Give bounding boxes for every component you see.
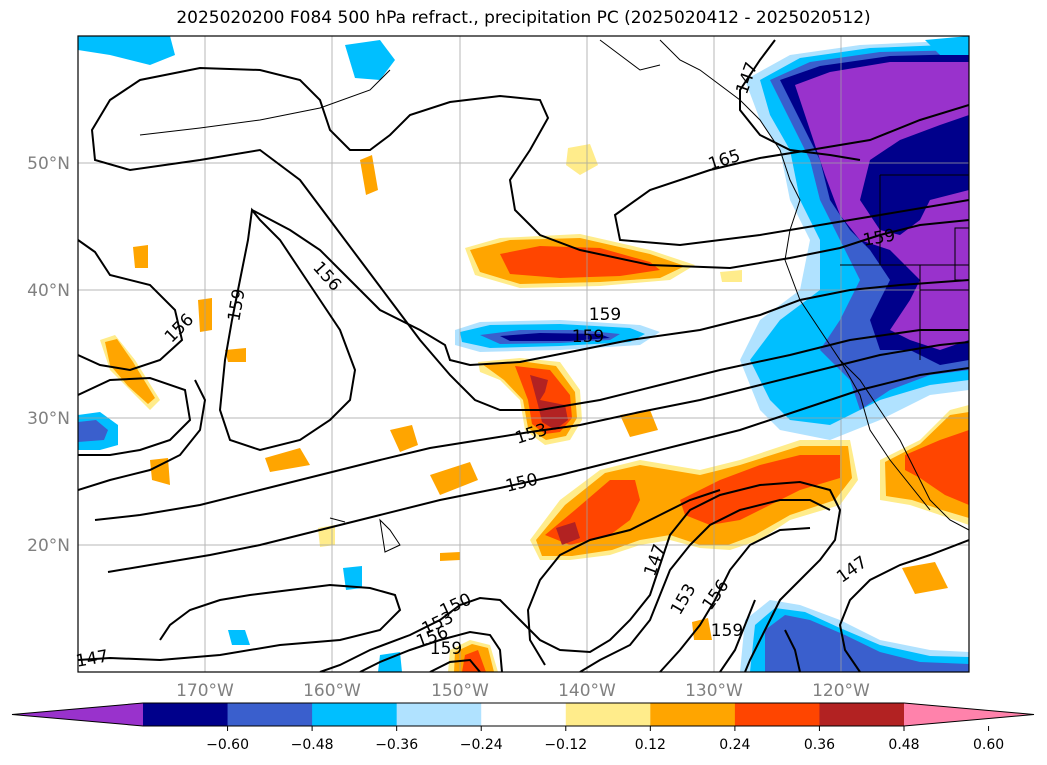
contour-label: 159 [430, 639, 462, 659]
colorbar-swatch [650, 703, 736, 726]
lon-label-140w: 140°W [558, 681, 616, 701]
colorbar-swatch [565, 703, 651, 726]
lon-label-160w: 160°W [303, 681, 361, 701]
colorbar-swatch [396, 703, 482, 726]
fill-purple [795, 62, 969, 350]
contour-label: 159 [711, 621, 743, 641]
fill-sub-dark [556, 522, 580, 545]
colorbar-tick-label: 0.60 [973, 737, 1004, 753]
contour-label: 159 [589, 305, 621, 325]
contours [78, 39, 969, 672]
fill-west-orange [105, 339, 155, 404]
map-frame [77, 35, 970, 673]
colorbar-tick-label: −0.60 [206, 737, 249, 753]
colorbar-swatch [481, 703, 567, 726]
plot-title: 2025020200 F084 500 hPa refract., precip… [176, 8, 871, 28]
lon-label-170w: 170°W [176, 681, 234, 701]
fill-blob-b [566, 144, 598, 175]
colorbar-tick-label: 0.48 [888, 737, 919, 753]
fill-blob-c [390, 425, 418, 452]
fill-blob-a [360, 155, 378, 195]
fill-band42-red [500, 246, 660, 278]
colorbar-tick-label: 0.36 [804, 737, 835, 753]
fill-blob-q [440, 552, 460, 561]
fill-topmid-cyan [345, 40, 395, 80]
lat-label-50n: 50°N [27, 154, 70, 174]
colorbar-swatch [227, 703, 313, 726]
fill-tr-cyan [925, 36, 969, 55]
fill-blob-o [378, 652, 402, 672]
lat-label-30n: 30°N [27, 409, 70, 429]
fill-left-blue [78, 420, 108, 442]
fill-blob-p [720, 270, 742, 282]
fill-blob33-dark [530, 375, 568, 430]
colorbar-tick-label: −0.12 [544, 737, 587, 753]
fill-blob-h [225, 348, 246, 362]
fill-bottom-red [462, 650, 486, 672]
lat-label-20n: 20°N [27, 536, 70, 556]
lon-label-150w: 150°W [431, 681, 489, 701]
colorbar-tick-label: −0.48 [291, 737, 334, 753]
fill-blob-k [692, 618, 712, 640]
fill-blob-j [902, 562, 948, 594]
colorbar-tick-label: −0.24 [460, 737, 503, 753]
lon-label-120w: 120°W [812, 681, 870, 701]
colorbar: −0.60 −0.48 −0.36 −0.24 −0.12 0.12 0.24 0.36 0.4… [11, 702, 1035, 753]
contour-label: 159 [572, 327, 604, 347]
latitude-labels: 50°N 40°N 30°N 20°N [27, 154, 70, 556]
coastlines [139, 39, 969, 553]
fill-blob-i [150, 458, 170, 485]
fill-sw-blue [765, 615, 969, 672]
colorbar-extension-min [12, 703, 143, 726]
lon-label-130w: 130°W [685, 681, 743, 701]
lat-label-40n: 40°N [27, 281, 70, 301]
colorbar-tick-label: −0.36 [375, 737, 418, 753]
colorbar-extension-max [904, 703, 1034, 726]
fill-sub-red2 [680, 455, 840, 525]
colorbar-swatch [143, 703, 229, 726]
colorbar-tick-label: 0.12 [635, 737, 666, 753]
fill-blob-m [343, 566, 362, 590]
fill-band-navy [500, 333, 610, 341]
fill-blob-f [265, 448, 310, 472]
colorbar-tick-label: 0.24 [719, 737, 750, 753]
colorbar-swatch [734, 703, 820, 726]
fill-blob-l [133, 245, 148, 268]
colorbar-outline [11, 702, 1035, 727]
colorbar-swatch [819, 703, 905, 726]
fill-blob-n [228, 630, 250, 645]
gridlines [78, 36, 969, 672]
fill-topleft-cyan [78, 36, 175, 65]
fill-blob-d [620, 410, 658, 437]
fill-east-red [905, 430, 969, 505]
longitude-labels: 170°W 160°W 150°W 140°W 130°W 120°W [176, 681, 870, 701]
colorbar-swatch [312, 703, 398, 726]
fill-blob-e [430, 462, 478, 495]
fill-blob-r [318, 525, 335, 547]
precipitation-fill [78, 36, 969, 672]
